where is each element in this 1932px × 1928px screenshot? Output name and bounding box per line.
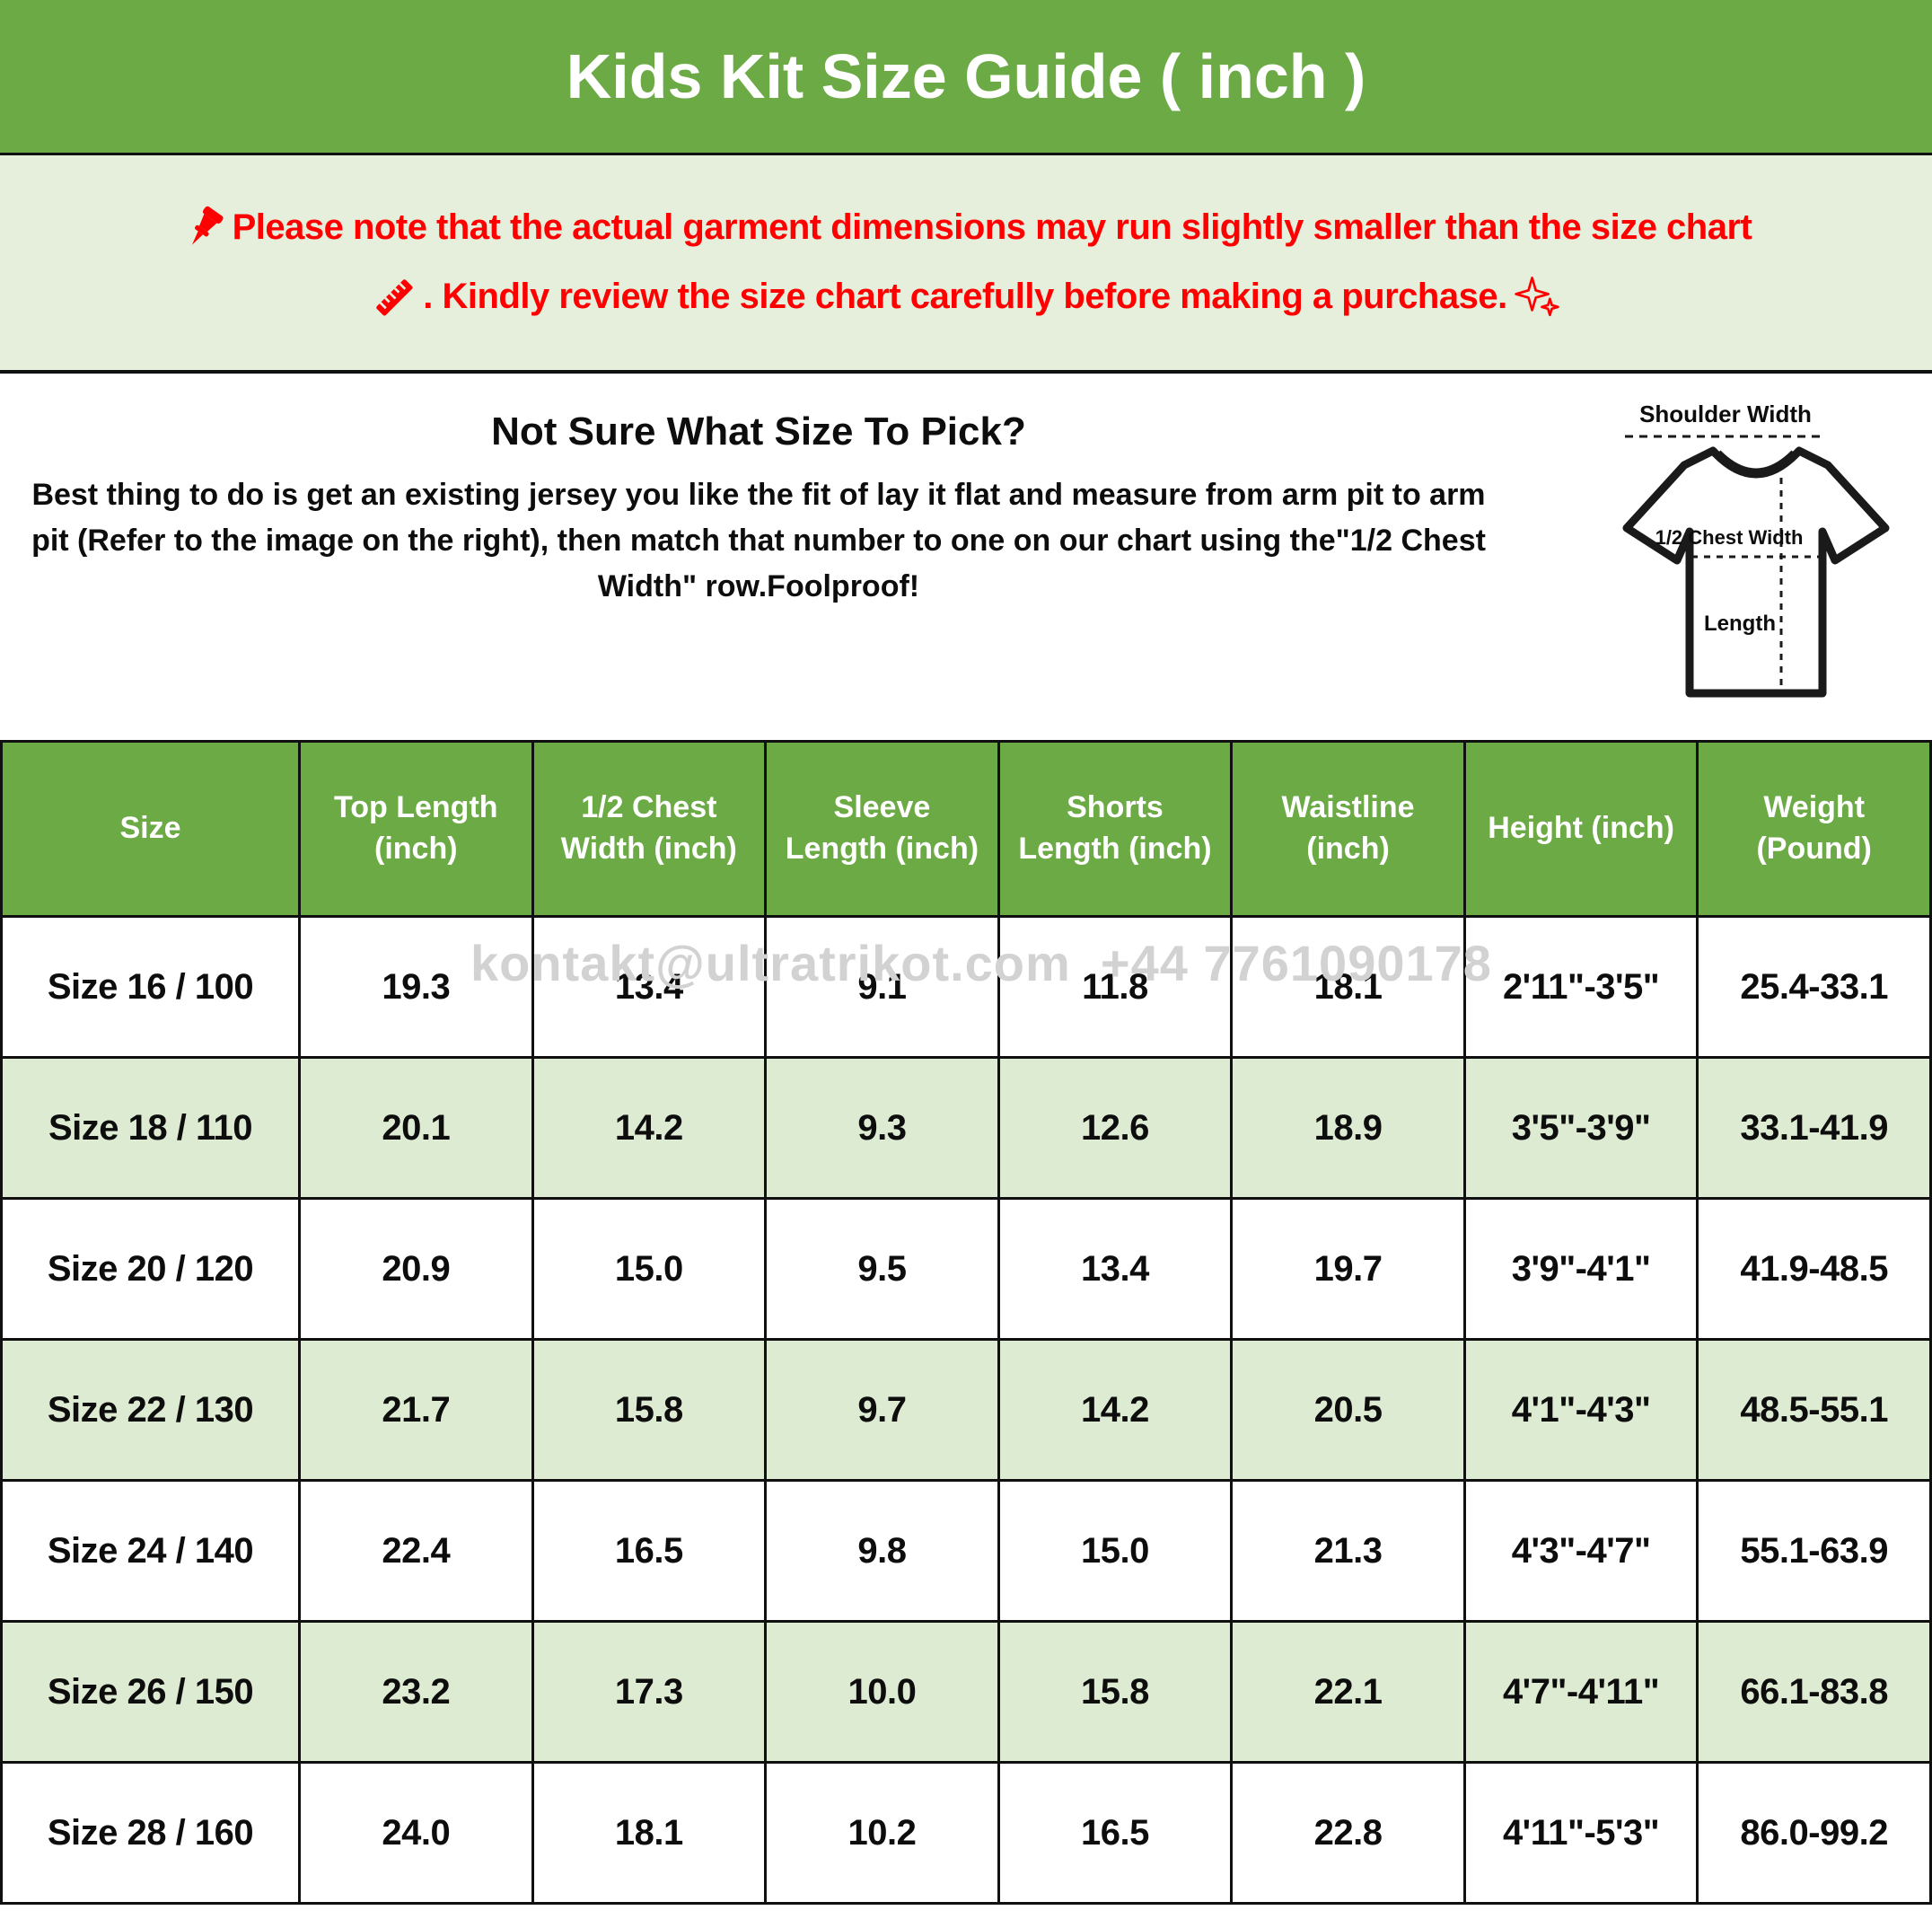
value-cell: 18.1 [1230,915,1466,1059]
value-cell: 16.5 [531,1479,768,1623]
value-cell: 86.0-99.2 [1696,1761,1932,1905]
value-cell: 14.2 [531,1056,768,1200]
value-cell: 9.5 [764,1197,1000,1341]
value-cell: 10.0 [764,1620,1000,1764]
chest-width-label: 1/2 Chest Width [1655,526,1804,549]
value-cell: 19.7 [1230,1197,1466,1341]
value-cell: 21.7 [298,1338,534,1482]
sparkles-icon [1514,276,1559,316]
value-cell: 33.1-41.9 [1696,1056,1932,1200]
info-body: Best thing to do is get an existing jers… [31,478,1486,603]
value-cell: 48.5-55.1 [1696,1338,1932,1482]
value-cell: 21.3 [1230,1479,1466,1623]
tshirt-outline [1622,446,1890,698]
value-cell: 4'3"-4'7" [1462,1479,1699,1623]
table-row: Size 18 / 110 20.1 14.2 9.3 12.6 18.9 3'5"-3'9… [0,1056,1932,1200]
value-cell: 4'7"-4'11" [1462,1620,1699,1764]
value-cell: 41.9-48.5 [1696,1197,1932,1341]
value-cell: 22.4 [298,1479,534,1623]
value-cell: 25.4-33.1 [1696,915,1932,1059]
value-cell: 4'1"-4'3" [1462,1338,1699,1482]
size-cell: Size 22 / 130 [0,1338,301,1482]
notice-line-1: Please note that the actual garment dime… [0,205,1932,251]
value-cell: 3'5"-3'9" [1462,1056,1699,1200]
size-table-header: Size Top Length (inch) 1/2 Chest Width (in… [0,740,1932,918]
size-cell: Size 20 / 120 [0,1197,301,1341]
value-cell: 19.3 [298,915,534,1059]
table-row: Size 20 / 120 20.9 15.0 9.5 13.4 19.7 3'9"-4'1… [0,1197,1932,1341]
value-cell: 3'9"-4'1" [1462,1197,1699,1341]
notice-text-2: . Kindly review the size chart carefully… [423,277,1507,316]
table-row: Size 24 / 140 22.4 16.5 9.8 15.0 21.3 4'3"-4'7… [0,1479,1932,1623]
value-cell: 66.1-83.8 [1696,1620,1932,1764]
tshirt-measure-diagram: Shoulder Width 1/2 Chest Width Length [1569,395,1928,735]
column-header-6: Height (inch) [1462,740,1699,918]
value-cell: 11.8 [997,915,1234,1059]
info-textblock: Not Sure What Size To Pick? Best thing t… [0,409,1517,610]
value-cell: 9.8 [764,1479,1000,1623]
size-cell: Size 16 / 100 [0,915,301,1059]
value-cell: 55.1-63.9 [1696,1479,1932,1623]
tshirt-collar [1716,450,1796,475]
value-cell: 24.0 [298,1761,534,1905]
value-cell: 22.1 [1230,1620,1466,1764]
value-cell: 9.7 [764,1338,1000,1482]
value-cell: 18.1 [531,1761,768,1905]
value-cell: 15.8 [997,1620,1234,1764]
pushpin-icon [191,206,224,245]
value-cell: 4'11"-5'3" [1462,1761,1699,1905]
table-row: Size 26 / 150 23.2 17.3 10.0 15.8 22.1 4'7"-4'… [0,1620,1932,1764]
page-title: Kids Kit Size Guide ( inch ) [566,41,1366,111]
length-label: Length [1704,612,1776,636]
notice-banner: Please note that the actual garment dime… [0,155,1932,374]
value-cell: 2'11"-3'5" [1462,915,1699,1059]
size-table: Size Top Length (inch) 1/2 Chest Width (in… [0,740,1932,1905]
value-cell: 9.1 [764,915,1000,1059]
value-cell: 17.3 [531,1620,768,1764]
value-cell: 13.4 [531,915,768,1059]
value-cell: 15.0 [997,1479,1234,1623]
column-header-5: Waistline (inch) [1230,740,1466,918]
table-row: Size 22 / 130 21.7 15.8 9.7 14.2 20.5 4'1"-4'3… [0,1338,1932,1482]
column-header-0: Size [0,740,301,918]
value-cell: 10.2 [764,1761,1000,1905]
size-cell: Size 28 / 160 [0,1761,301,1905]
notice-line-2: . Kindly review the size chart carefully… [0,273,1932,321]
value-cell: 9.3 [764,1056,1000,1200]
value-cell: 22.8 [1230,1761,1466,1905]
info-section: Not Sure What Size To Pick? Best thing t… [0,374,1932,740]
value-cell: 15.0 [531,1197,768,1341]
header-row: Size Top Length (inch) 1/2 Chest Width (in… [0,740,1932,918]
column-header-3: Sleeve Length (inch) [764,740,1000,918]
value-cell: 23.2 [298,1620,534,1764]
table-row: Size 28 / 160 24.0 18.1 10.2 16.5 22.8 4'11"-5… [0,1761,1932,1905]
notice-text-1: Please note that the actual garment dime… [232,207,1752,247]
size-cell: Size 18 / 110 [0,1056,301,1200]
column-header-7: Weight (Pound) [1696,740,1932,918]
ruler-icon [376,278,413,316]
table-row: Size 16 / 100 19.3 13.4 9.1 11.8 18.1 2'11"-3'… [0,915,1932,1059]
column-header-2: 1/2 Chest Width (inch) [531,740,768,918]
value-cell: 15.8 [531,1338,768,1482]
size-table-body: Size 16 / 100 19.3 13.4 9.1 11.8 18.1 2'11"-3'… [0,915,1932,1905]
column-header-4: Shorts Length (inch) [997,740,1234,918]
value-cell: 20.1 [298,1056,534,1200]
value-cell: 20.9 [298,1197,534,1341]
value-cell: 16.5 [997,1761,1234,1905]
value-cell: 12.6 [997,1056,1234,1200]
size-cell: Size 26 / 150 [0,1620,301,1764]
value-cell: 20.5 [1230,1338,1466,1482]
info-heading: Not Sure What Size To Pick? [491,409,1026,453]
shoulder-width-label: Shoulder Width [1639,401,1812,427]
column-header-1: Top Length (inch) [298,740,534,918]
value-cell: 18.9 [1230,1056,1466,1200]
title-bar: Kids Kit Size Guide ( inch ) [0,0,1932,155]
value-cell: 14.2 [997,1338,1234,1482]
value-cell: 13.4 [997,1197,1234,1341]
size-cell: Size 24 / 140 [0,1479,301,1623]
tshirt-diagram-svg: Shoulder Width 1/2 Chest Width Length [1622,401,1890,698]
